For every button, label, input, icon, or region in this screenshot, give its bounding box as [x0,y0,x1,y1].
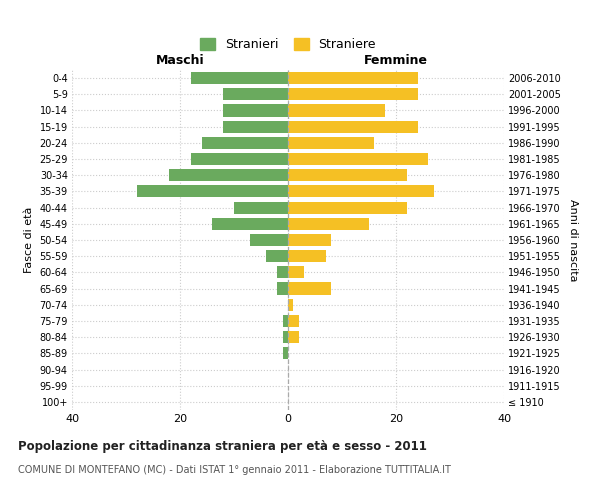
Bar [288,331,299,343]
Text: Maschi: Maschi [155,54,205,67]
Bar [277,282,288,294]
Bar [288,202,407,213]
Bar [223,104,288,117]
Bar [234,202,288,213]
Bar [191,153,288,165]
Y-axis label: Anni di nascita: Anni di nascita [568,198,578,281]
Bar [288,315,299,327]
Bar [191,72,288,84]
Bar [288,88,418,101]
Bar [212,218,288,230]
Bar [288,266,304,278]
Bar [288,72,418,84]
Bar [137,186,288,198]
Bar [288,104,385,117]
Text: Femmine: Femmine [364,54,428,67]
Bar [283,348,288,360]
Bar [288,298,293,311]
Bar [288,186,434,198]
Bar [288,120,418,132]
Bar [169,169,288,181]
Bar [288,169,407,181]
Bar [288,282,331,294]
Bar [288,234,331,246]
Bar [266,250,288,262]
Text: COMUNE DI MONTEFANO (MC) - Dati ISTAT 1° gennaio 2011 - Elaborazione TUTTITALIA.: COMUNE DI MONTEFANO (MC) - Dati ISTAT 1°… [18,465,451,475]
Bar [288,250,326,262]
Bar [283,315,288,327]
Bar [202,137,288,149]
Bar [277,266,288,278]
Bar [288,137,374,149]
Bar [223,120,288,132]
Bar [288,218,369,230]
Bar [288,153,428,165]
Y-axis label: Fasce di età: Fasce di età [24,207,34,273]
Legend: Stranieri, Straniere: Stranieri, Straniere [194,32,382,58]
Bar [223,88,288,101]
Text: Popolazione per cittadinanza straniera per età e sesso - 2011: Popolazione per cittadinanza straniera p… [18,440,427,453]
Bar [283,331,288,343]
Bar [250,234,288,246]
